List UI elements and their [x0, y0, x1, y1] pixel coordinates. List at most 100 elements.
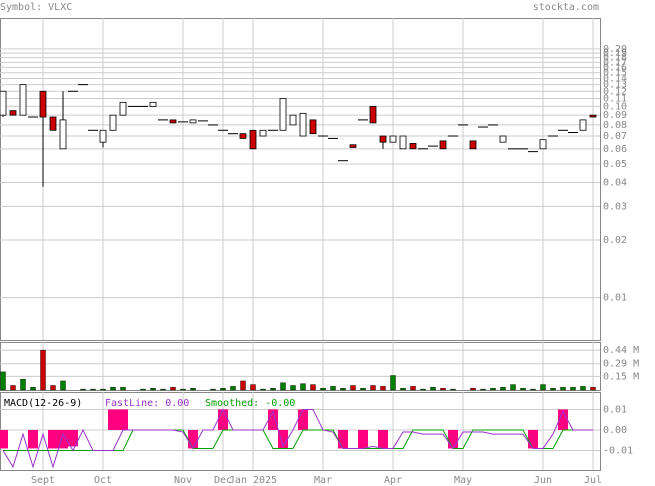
x-tick-label: Apr	[384, 475, 402, 486]
y-tick-label: 0.06	[603, 144, 627, 155]
volume-bar	[550, 387, 556, 391]
macd-histogram	[358, 429, 368, 449]
volume-bar	[270, 387, 276, 391]
volume-bar	[60, 380, 66, 391]
volume-bar	[310, 384, 316, 391]
legend-entry: Smoothed: -0.00	[205, 398, 295, 409]
x-tick-label: Jun	[534, 475, 552, 486]
volume-bar	[450, 388, 456, 391]
y-tick-label: 0.14	[603, 73, 627, 84]
candle-body	[259, 129, 267, 137]
volume-bar	[210, 388, 216, 391]
y-tick-label: 0.13	[603, 80, 627, 91]
volume-bar	[510, 384, 516, 391]
y-tick-label: 0.29 M	[603, 359, 639, 370]
y-tick-label: 0.00	[603, 425, 627, 436]
candle-body	[309, 119, 317, 135]
macd-histogram	[0, 429, 8, 449]
site: stockta.com	[533, 2, 599, 13]
volume-bar	[90, 388, 96, 391]
volume-bar	[110, 387, 116, 391]
volume-bar	[350, 385, 356, 391]
y-tick-label: 0.10	[603, 101, 627, 112]
volume-bar	[140, 388, 146, 391]
x-tick-label: Nov	[174, 475, 192, 486]
candle-body	[19, 84, 27, 116]
candle-body	[249, 129, 257, 150]
volume-bar	[340, 387, 346, 391]
candle-body	[409, 143, 417, 150]
volume-bar	[520, 387, 526, 391]
y-tick-label: 0.01	[603, 293, 627, 304]
volume-bar	[280, 382, 286, 391]
candle-body	[579, 119, 587, 131]
volume-bar	[400, 387, 406, 391]
macd-histogram	[268, 409, 278, 430]
symbol: Symbol: VLXC	[0, 2, 72, 13]
volume-bar	[480, 388, 486, 391]
x-tick-label: Jul	[584, 475, 602, 486]
y-tick-label: 0.03	[603, 201, 627, 212]
macd-title: MACD(12-26-9)	[4, 398, 82, 409]
y-tick-label: 0.01	[603, 404, 627, 415]
volume-bar	[20, 378, 26, 391]
candle-body	[399, 135, 407, 150]
volume-bar	[360, 387, 366, 391]
panel-frame	[0, 18, 601, 341]
candle-body	[379, 135, 387, 143]
candle-body	[0, 90, 7, 116]
candle-body	[439, 140, 447, 150]
candle-body	[49, 116, 57, 131]
y-tick-label: 0.09	[603, 110, 627, 121]
volume-bar	[10, 385, 16, 391]
volume-bar	[470, 387, 476, 391]
x-tick-label: May	[454, 475, 472, 486]
y-tick-label: 0.15 M	[603, 371, 639, 382]
macd-histogram	[278, 429, 288, 449]
volume-bar	[430, 387, 436, 391]
candle-body	[369, 106, 377, 124]
y-tick-label: -0.01	[603, 446, 633, 457]
y-tick-label: 0.12	[603, 86, 627, 97]
macd-histogram	[188, 429, 198, 449]
volume-bar	[30, 387, 36, 391]
candle-body	[59, 119, 67, 150]
volume-bar	[190, 387, 196, 391]
y-tick-label: 0.02	[603, 235, 627, 246]
candle-body	[499, 135, 507, 143]
volume-bar	[80, 388, 86, 391]
y-tick-label: 0.07	[603, 131, 627, 142]
y-tick-label: 0.19	[603, 48, 627, 59]
volume-bar	[580, 386, 586, 391]
volume-bar	[390, 375, 396, 391]
volume-bar	[410, 386, 416, 391]
macd-histogram	[68, 429, 78, 447]
macd-histogram	[558, 409, 568, 430]
macd-histogram	[28, 429, 38, 449]
volume-bar	[160, 388, 166, 391]
volume-bar	[150, 387, 156, 391]
y-tick-label: 0.15	[603, 68, 627, 79]
candle-body	[109, 114, 117, 131]
volume-bar	[320, 387, 326, 391]
candle-body	[279, 98, 287, 131]
volume-bar	[530, 388, 536, 391]
volume-bar	[220, 387, 226, 391]
y-tick-label: 0.11	[603, 93, 627, 104]
macd-histogram	[218, 409, 228, 430]
volume-bar	[170, 387, 176, 391]
volume-bar	[300, 383, 306, 391]
macd-histogram	[48, 429, 58, 449]
x-tick-label: Sept	[31, 475, 55, 486]
candle-body	[539, 139, 547, 150]
y-tick-label: 0.04	[603, 177, 627, 188]
y-tick-label: 0.17	[603, 57, 627, 68]
candle-body	[149, 101, 157, 107]
y-tick-label: 0.16	[603, 62, 627, 73]
candle-body	[169, 119, 177, 124]
volume-bar	[420, 388, 426, 391]
y-tick-label: 0.18	[603, 53, 627, 64]
panel-frame	[0, 392, 601, 471]
macd-histogram	[298, 409, 308, 430]
volume-bar	[570, 387, 576, 391]
